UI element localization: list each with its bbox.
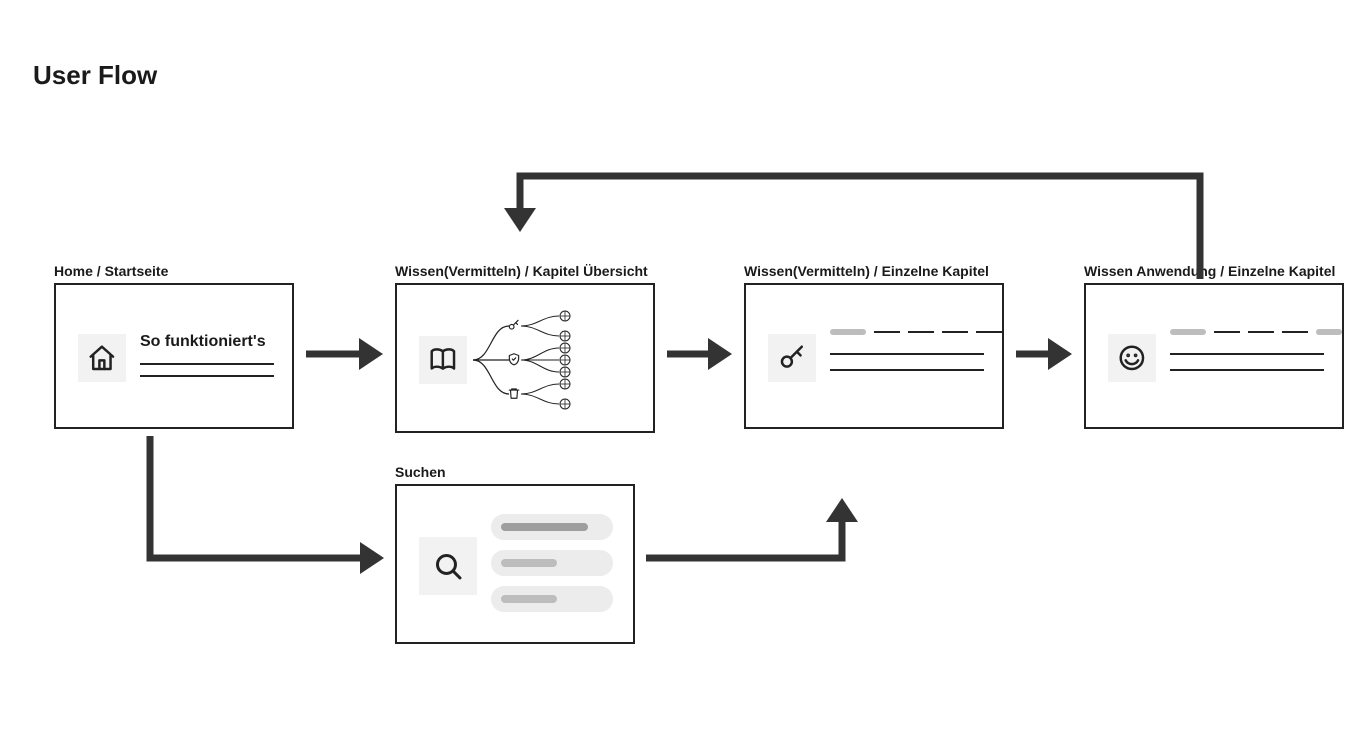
card-home: So funktioniert's bbox=[54, 283, 294, 429]
tab-dash bbox=[942, 331, 968, 333]
card-wissen-uebersicht bbox=[395, 283, 655, 433]
search-result-bar bbox=[501, 595, 557, 603]
search-result-bar bbox=[501, 559, 557, 567]
card-label-wissen-einzeln: Wissen(Vermitteln) / Einzelne Kapitel bbox=[744, 263, 989, 279]
tab-dash bbox=[1214, 331, 1240, 333]
card-label-wissen-uebersicht: Wissen(Vermitteln) / Kapitel Übersicht bbox=[395, 263, 648, 279]
shield-icon bbox=[507, 352, 521, 366]
tab-dash bbox=[830, 329, 866, 335]
tab-dash bbox=[874, 331, 900, 333]
search-result-bar bbox=[501, 523, 588, 531]
key-icon bbox=[768, 334, 816, 382]
card-body-title: So funktioniert's bbox=[140, 333, 266, 351]
card-label-suchen: Suchen bbox=[395, 464, 446, 480]
tab-dash bbox=[1316, 329, 1342, 335]
card-suchen bbox=[395, 484, 635, 644]
page-title: User Flow bbox=[33, 60, 157, 91]
tree-diagram bbox=[397, 285, 657, 435]
card-label-anwendung-einzeln: Wissen Anwendung / Einzelne Kapitel bbox=[1084, 263, 1335, 279]
body-line bbox=[1170, 369, 1324, 371]
tab-dash bbox=[908, 331, 934, 333]
body-line bbox=[140, 375, 274, 377]
smiley-icon bbox=[1108, 334, 1156, 382]
body-line bbox=[140, 363, 274, 365]
home-icon bbox=[78, 334, 126, 382]
card-anwendung-einzeln bbox=[1084, 283, 1344, 429]
card-label-home: Home / Startseite bbox=[54, 263, 168, 279]
search-icon bbox=[419, 537, 477, 595]
trash-icon bbox=[507, 386, 521, 400]
key-icon bbox=[507, 318, 521, 332]
tab-dash bbox=[976, 331, 1002, 333]
tab-dash bbox=[1248, 331, 1274, 333]
tab-dash bbox=[1282, 331, 1308, 333]
body-line bbox=[830, 369, 984, 371]
card-wissen-einzeln bbox=[744, 283, 1004, 429]
tab-dash bbox=[1170, 329, 1206, 335]
body-line bbox=[830, 353, 984, 355]
body-line bbox=[1170, 353, 1324, 355]
